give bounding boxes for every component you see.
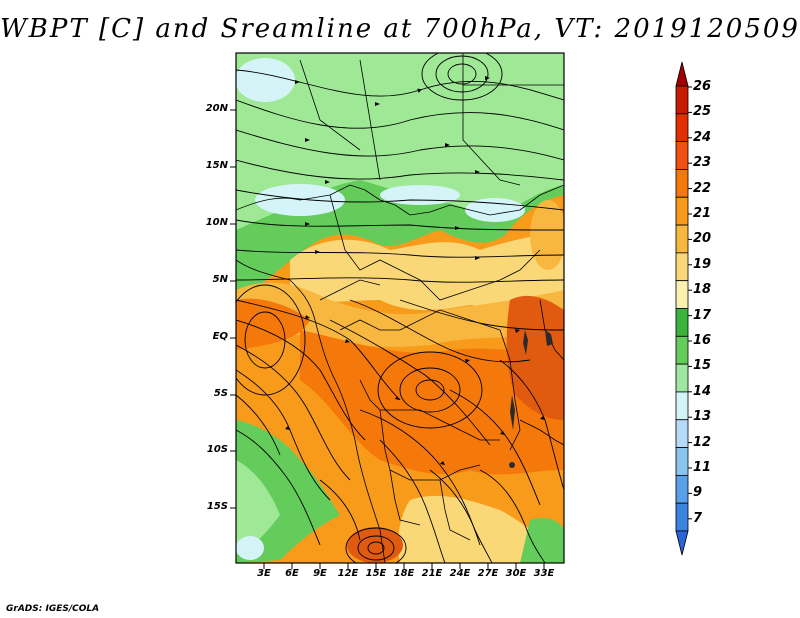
longitude-ticks	[263, 563, 545, 569]
colorbar-segment	[675, 85, 689, 115]
lat-label-10s: 10S	[206, 444, 228, 455]
colorbar-label: 17	[693, 307, 712, 323]
lat-label-5n: 5N	[212, 274, 228, 285]
lat-label-10n: 10N	[205, 217, 228, 228]
lakes	[509, 330, 553, 468]
colorbar-label: 23	[693, 155, 712, 171]
field-cyan-e	[465, 198, 525, 222]
country-borders	[236, 53, 564, 563]
colorbar-segment	[675, 169, 689, 198]
colorbar-label: 14	[693, 383, 712, 399]
colorbar-segment	[675, 141, 689, 170]
field-red-south	[347, 527, 403, 563]
colorbar-label: 25	[693, 104, 712, 120]
colorbar-label: 24	[693, 129, 712, 145]
colorbar-segment	[675, 196, 689, 226]
field-orange-ne	[530, 200, 564, 270]
colorbar-label: 21	[693, 206, 712, 221]
lon-label-12e: 12E	[337, 568, 359, 579]
latitude-ticks	[230, 109, 236, 509]
colorbar-top-arrow	[675, 61, 689, 87]
colorbar-segment	[675, 474, 689, 504]
field-cyan-sw	[236, 536, 264, 560]
colorbar-segment	[675, 447, 689, 476]
colorbar-label: 11	[693, 460, 712, 475]
colorbar-segment	[675, 113, 689, 143]
lon-label-27e: 27E	[477, 568, 499, 579]
colorbar-label: 26	[693, 79, 712, 94]
colorbar-segment	[675, 308, 689, 337]
colorbar-segment	[675, 224, 689, 254]
colorbar-segment	[675, 502, 689, 532]
lat-label-20n: 20N	[205, 103, 228, 114]
lon-label-33e: 33E	[533, 568, 555, 579]
field-deep-orange-nw	[236, 298, 310, 350]
map-frame	[235, 52, 565, 564]
chart-title: WBPT [C] and Sreamline at 700hPa, VT: 20…	[0, 14, 800, 44]
field-red-orange-east	[506, 295, 564, 420]
map-panel	[236, 53, 564, 563]
field-deep-orange	[300, 330, 564, 475]
lon-label-15e: 15E	[365, 568, 387, 579]
colorbar-segment	[675, 419, 689, 448]
lon-label-30e: 30E	[505, 568, 527, 579]
lon-label-3e: 3E	[257, 568, 271, 579]
colorbar-label: 13	[693, 409, 712, 425]
colorbar-label: 15	[693, 358, 712, 374]
colorbar-label: 22	[693, 180, 712, 196]
lat-label-5s: 5S	[213, 388, 228, 399]
lon-label-9e: 9E	[313, 568, 327, 579]
lon-label-24e: 24E	[449, 568, 471, 579]
colorbar-segment	[675, 280, 689, 309]
field-cyan-nw	[236, 58, 295, 102]
lat-label-15s: 15S	[206, 501, 228, 512]
lat-label-15n: 15N	[205, 160, 228, 171]
colorbar-segment	[675, 335, 689, 365]
colorbar-label: 18	[693, 282, 712, 298]
lon-label-21e: 21E	[421, 568, 443, 579]
colorbar-segment	[675, 252, 689, 282]
lon-label-6e: 6E	[285, 568, 299, 579]
colorbar-bottom-arrow	[675, 530, 689, 556]
field-green-se	[520, 518, 564, 563]
colorbar-label: 9	[693, 485, 703, 501]
colorbar	[675, 61, 692, 556]
colorbar-label: 19	[693, 256, 712, 272]
field-lightgreen-sw	[236, 460, 280, 555]
colorbar-segment	[675, 363, 689, 393]
colorbar-label: 7	[693, 510, 703, 526]
footer-credit: GrADS: IGES/COLA	[6, 604, 100, 614]
field-yellow-band	[290, 230, 564, 310]
colorbar-label: 12	[693, 434, 712, 450]
colorbar-segment	[675, 391, 689, 421]
colorbar-label: 20	[693, 231, 712, 247]
field-cyan-c	[380, 185, 460, 205]
colorbar-label: 16	[693, 333, 712, 348]
streamline-arrows	[285, 76, 545, 465]
lon-label-18e: 18E	[393, 568, 415, 579]
lat-label-eq: EQ	[212, 331, 228, 342]
